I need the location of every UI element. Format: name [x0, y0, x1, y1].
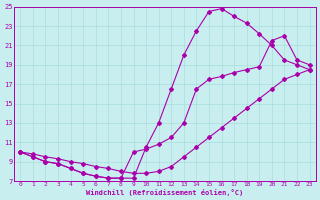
X-axis label: Windchill (Refroidissement éolien,°C): Windchill (Refroidissement éolien,°C)	[86, 189, 244, 196]
